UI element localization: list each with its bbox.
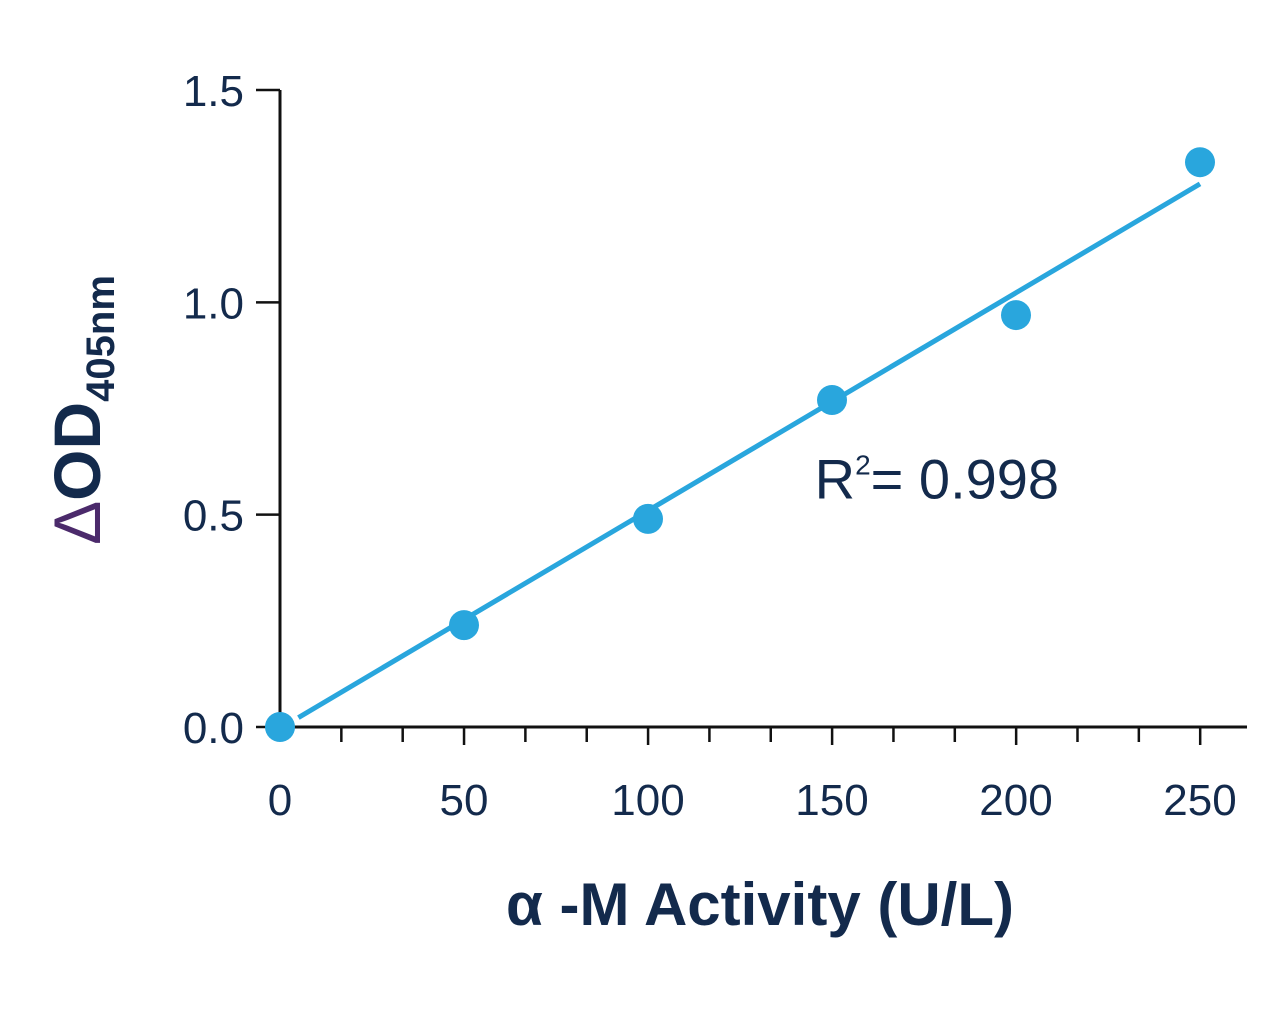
data-point [265,712,295,742]
y-axis-title: ΔOD405nm [40,275,123,545]
r-squared-value: = 0.998 [871,448,1059,511]
data-point [1001,300,1031,331]
x-tick-label: 150 [795,776,868,825]
r-squared-prefix: R [815,448,855,511]
r-squared-superscript: 2 [855,450,871,481]
axes [278,90,1247,729]
x-tick-labels: 0 50 100 150 200 250 [268,776,1237,825]
y-tick-label: 1.5 [183,67,244,116]
x-ticks [340,727,1202,745]
delta-symbol: Δ [40,501,114,545]
fit-line [297,181,1202,720]
data-point [633,503,663,534]
y-axis-title-main: OD [40,402,114,501]
x-tick-label: 50 [440,776,489,825]
x-tick-label: 250 [1163,776,1236,825]
data-point [817,385,847,416]
r-squared-annotation: R2= 0.998 [815,448,1059,511]
y-tick-label: 0.0 [183,704,244,753]
y-tick-label: 1.0 [183,279,244,328]
data-point [1185,147,1215,178]
x-tick-label: 0 [268,776,292,825]
x-tick-label: 100 [611,776,684,825]
data-point [449,610,479,641]
x-tick-label: 200 [979,776,1052,825]
data-points [265,147,1215,742]
y-ticks [256,88,280,729]
y-tick-label: 0.5 [183,492,244,541]
x-axis-title: α -M Activity (U/L) [506,871,1014,938]
y-tick-labels: 0.0 0.5 1.0 1.5 [183,67,244,753]
y-axis-title-subscript: 405nm [79,275,123,402]
